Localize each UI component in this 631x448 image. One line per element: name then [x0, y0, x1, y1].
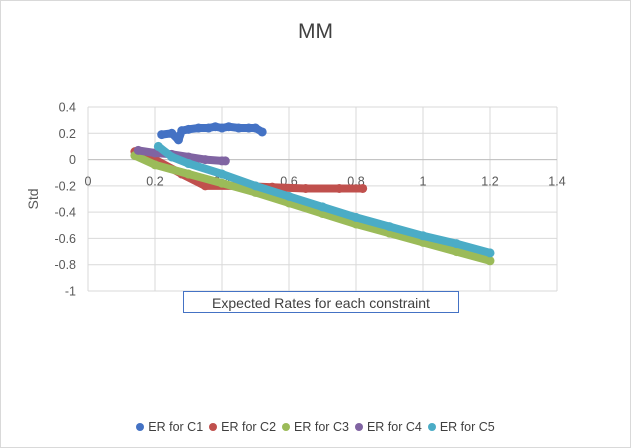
data-point: [485, 256, 495, 266]
data-point: [220, 156, 230, 166]
data-point: [452, 239, 461, 249]
legend-label: ER for C1: [148, 420, 204, 434]
x-tick-label: 0: [85, 175, 92, 189]
data-point: [224, 122, 234, 132]
data-point: [234, 123, 244, 133]
y-tick-label: 0.2: [59, 127, 76, 141]
data-point: [334, 183, 344, 193]
data-point: [284, 191, 294, 201]
data-point: [204, 123, 214, 133]
data-point: [200, 155, 210, 165]
data-point: [301, 183, 311, 193]
data-point: [177, 126, 187, 136]
data-point: [244, 123, 254, 133]
data-point: [184, 124, 193, 134]
data-point: [318, 202, 327, 212]
legend-label: ER for C3: [294, 420, 349, 434]
data-point: [385, 222, 394, 232]
x-tick-label: 1.4: [548, 175, 565, 189]
y-tick-label: 0.4: [59, 101, 76, 115]
y-tick-label: -0.8: [54, 258, 76, 272]
y-axis-label: Std: [25, 188, 41, 209]
data-point: [184, 159, 193, 169]
data-point: [150, 160, 160, 170]
data-point: [358, 183, 368, 193]
data-point: [184, 169, 193, 179]
data-point: [217, 123, 227, 133]
legend-item: ER for C4: [354, 420, 422, 434]
data-point: [133, 145, 143, 155]
data-point: [194, 123, 204, 133]
y-tick-label: -0.4: [54, 206, 76, 220]
data-point: [452, 247, 461, 257]
series-trail-3: [130, 151, 494, 265]
data-point: [217, 169, 227, 179]
y-tick-label: -0.6: [54, 232, 76, 246]
data-point: [173, 135, 183, 145]
data-point: [210, 122, 220, 132]
data-point: [157, 130, 167, 140]
y-tick-label: -1: [65, 285, 76, 299]
chart-legend: ER for C1 ER for C2 ER for C3 ER for C4 ER f…: [0, 420, 631, 434]
legend-marker-icon: [136, 423, 145, 431]
legend-item: ER for C2: [209, 420, 276, 434]
x-axis-label: Expected Rates for each constraint: [183, 291, 459, 313]
legend-label: ER for C4: [366, 420, 422, 434]
data-point: [418, 231, 428, 241]
legend-marker-icon: [209, 423, 218, 431]
y-tick-label: -0.2: [54, 179, 76, 193]
legend-item: ER for C3: [282, 420, 349, 434]
data-point: [251, 181, 260, 191]
data-point: [251, 123, 260, 133]
data-point: [167, 128, 177, 138]
data-point: [257, 127, 267, 137]
data-point: [167, 152, 177, 162]
legend-item: ER for C5: [427, 420, 495, 434]
legend-item: ER for C1: [136, 420, 203, 434]
legend-marker-icon: [354, 423, 363, 431]
data-point: [351, 212, 361, 222]
legend-marker-icon: [282, 423, 291, 431]
y-tick-label: 0: [69, 153, 76, 167]
x-tick-label: 0.2: [146, 175, 163, 189]
data-point: [485, 248, 495, 258]
chart-title: MM: [298, 20, 333, 43]
legend-marker-icon: [427, 423, 436, 431]
x-tick-label: 1.2: [481, 175, 498, 189]
legend-label: ER for C5: [439, 420, 495, 434]
x-tick-label: 1: [420, 175, 427, 189]
data-point: [217, 178, 227, 188]
legend-label: ER for C2: [221, 420, 277, 434]
data-point: [153, 141, 163, 151]
data-point: [200, 181, 210, 191]
